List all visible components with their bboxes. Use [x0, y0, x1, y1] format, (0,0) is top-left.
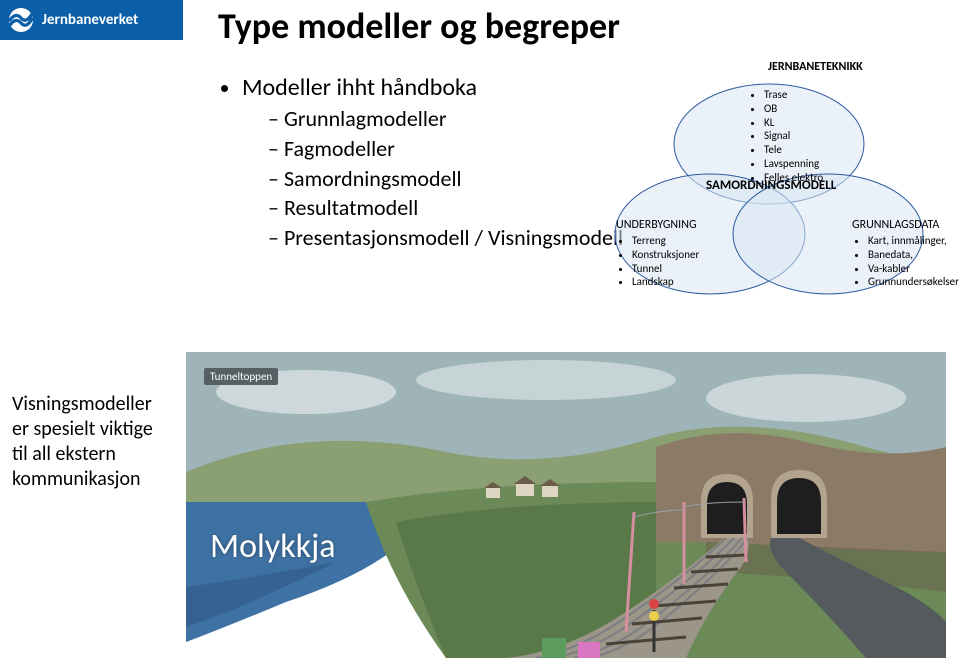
list-item: Lavspenning	[764, 157, 823, 171]
list-level1: Modeller ihht håndboka Grunnlagmodeller …	[242, 72, 623, 253]
list-item: Landskap	[632, 275, 699, 289]
page-title: Type modeller og begreper	[218, 4, 620, 48]
list-item: Trase	[764, 88, 823, 102]
tunnel-portal-right	[771, 470, 827, 538]
list-item: Fagmodeller	[268, 134, 623, 164]
list-item: Konstruksjoner	[632, 248, 699, 262]
venn-heading-top: JERNBANETEKNIKK	[768, 60, 863, 74]
list-item: Tele	[764, 143, 823, 157]
venn-list-top: Trase OB KL Signal Tele Lavspenning Fell…	[748, 88, 823, 184]
venn-list-left: Terreng Konstruksjoner Tunnel Landskap	[616, 234, 699, 289]
caption-line: til all ekstern	[12, 442, 116, 466]
render-svg	[186, 352, 946, 658]
brand-badge: Jernbaneverket	[0, 0, 183, 40]
venn-diagram: JERNBANETEKNIKK SAMORDNINGSMODELL UNDERB…	[590, 60, 948, 340]
list-item: Felles elektro	[764, 171, 823, 185]
render-place-label: Molykkja	[210, 526, 336, 567]
list-item: KL	[764, 116, 823, 130]
render-badge: Tunneltoppen	[204, 368, 278, 385]
list-item: Resultatmodell	[268, 193, 623, 223]
list-item: Samordningsmodell	[268, 164, 623, 194]
list-item: Presentasjonsmodell / Visningsmodell	[268, 223, 623, 253]
render-illustration: Tunneltoppen Molykkja	[186, 352, 946, 658]
venn-list-right: Kart, innmålinger, Banedata, Va-kabler G…	[852, 234, 959, 289]
list-item: Banedata,	[868, 248, 959, 262]
caption-block: Visningsmodeller er spesielt viktige til…	[12, 392, 180, 492]
list-item: Grunnundersøkelser	[868, 275, 959, 289]
brand-name: Jernbaneverket	[42, 11, 138, 29]
list-item: Signal	[764, 129, 823, 143]
list-item: OB	[764, 102, 823, 116]
list-level1-text: Modeller ihht håndboka	[242, 73, 477, 102]
venn-heading-left: UNDERBYGNING	[616, 218, 697, 232]
model-list: Modeller ihht håndboka Grunnlagmodeller …	[218, 72, 623, 253]
list-item: Kart, innmålinger,	[868, 234, 959, 248]
caption-line: er spesielt viktige	[12, 417, 153, 441]
list-item: Terreng	[632, 234, 699, 248]
list-item: Grunnlagmodeller	[268, 104, 623, 134]
venn-heading-right: GRUNNLAGSDATA	[852, 218, 939, 232]
list-item: Tunnel	[632, 262, 699, 276]
brand-logo-icon	[8, 7, 34, 33]
caption-line: Visningsmodeller	[12, 392, 152, 416]
list-item: Va-kabler	[868, 262, 959, 276]
caption-line: kommunikasjon	[12, 467, 141, 491]
